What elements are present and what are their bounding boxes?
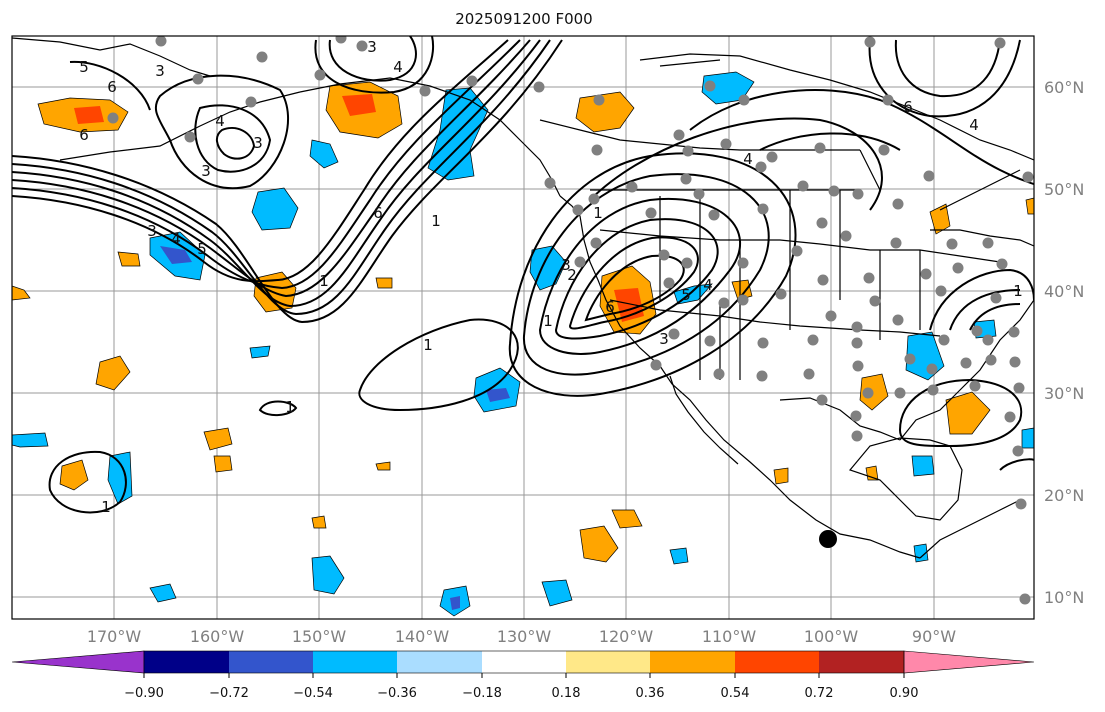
contour-label: 5	[681, 286, 691, 304]
contour-label: 3	[147, 222, 157, 240]
colorbar-segment	[735, 651, 819, 673]
map-frame	[11, 35, 1035, 620]
colorbar-segment	[144, 651, 229, 673]
colorbar-extend-low	[11, 650, 145, 674]
lon-label: 120°W	[599, 627, 654, 646]
colorbar-tick-label: 0.90	[890, 686, 919, 701]
colorbar-tick-label: 0.18	[552, 686, 581, 701]
contour-label: 3	[253, 134, 263, 152]
contour-label: 6	[79, 126, 89, 144]
contour-label: 4	[969, 116, 979, 134]
station-markers	[107, 36, 1034, 605]
longitude-labels: 170°W 160°W 150°W 140°W 130°W 120°W 110°…	[87, 627, 956, 646]
colorbar-tick-label: 0.36	[636, 686, 665, 701]
colorbar-segment	[482, 651, 566, 673]
colorbar-tick-label: 0.72	[805, 686, 834, 701]
contour-label: 3	[201, 162, 211, 180]
lat-label: 60°N	[1044, 78, 1084, 97]
contour-label: 2	[567, 266, 577, 284]
latitude-labels: 60°N 50°N 40°N 30°N 20°N 10°N	[1044, 78, 1084, 607]
contour-label: 1	[101, 498, 111, 516]
contour-label: 3	[155, 62, 165, 80]
lat-label: 30°N	[1044, 384, 1084, 403]
contour-labels: 5 6 6 3 4 3 4 3 3 6 1 5 4 3 1 1 1 1 1 6 …	[79, 38, 1023, 516]
contour-label: 6	[373, 204, 383, 222]
contour-label: 1	[285, 398, 295, 416]
colorbar-tick-label: −0.54	[293, 686, 333, 701]
contour-label: 1	[423, 336, 433, 354]
colorbar-extend-high	[903, 650, 1035, 674]
contour-label: 1	[593, 204, 603, 222]
lat-label: 40°N	[1044, 282, 1084, 301]
colorbar-tick-label: −0.36	[377, 686, 417, 701]
contour-label: 4	[215, 112, 225, 130]
contour-label: 1	[319, 272, 329, 290]
lon-label: 130°W	[497, 627, 552, 646]
lat-label: 10°N	[1044, 588, 1084, 607]
black-marker	[819, 530, 837, 548]
contour-label: 3	[561, 256, 571, 274]
contour-label: 1	[543, 312, 553, 330]
colorbar-segment	[313, 651, 397, 673]
lon-label: 100°W	[804, 627, 859, 646]
colorbar-tick-label: −0.18	[462, 686, 502, 701]
lon-label: 170°W	[87, 627, 142, 646]
contour-label: 3	[659, 330, 669, 348]
contour-label: 4	[743, 150, 753, 168]
lat-label: 50°N	[1044, 180, 1084, 199]
lon-label: 150°W	[292, 627, 347, 646]
colorbar-segment	[566, 651, 650, 673]
map-title: 2025091200 F000	[455, 10, 593, 28]
contour-label: 6	[903, 98, 913, 116]
negative-anomaly-regions	[12, 71, 1034, 617]
lon-label: 160°W	[190, 627, 245, 646]
positive-anomaly-regions	[12, 81, 1034, 563]
colorbar-segment	[650, 651, 735, 673]
contour-label: 4	[703, 276, 713, 294]
colorbar-tick-label: −0.90	[124, 686, 164, 701]
map-panel	[12, 36, 1034, 619]
colorbar: −0.90 −0.72 −0.54 −0.36 −0.18 0.18 0.36 …	[11, 650, 1035, 701]
colorbar-tick-label: −0.72	[209, 686, 249, 701]
contour-label: 4	[393, 58, 403, 76]
contour-label: 3	[367, 38, 377, 56]
colorbar-segment	[229, 651, 313, 673]
lon-label: 90°W	[912, 627, 956, 646]
contour-label: 6	[107, 78, 117, 96]
contour-label: 4	[171, 230, 181, 248]
contour-label: 1	[431, 212, 441, 230]
lon-label: 110°W	[702, 627, 757, 646]
colorbar-segment	[819, 651, 904, 673]
contour-label: 5	[197, 240, 207, 258]
contour-label: 1	[1013, 282, 1023, 300]
contour-label: 6	[605, 298, 615, 316]
colorbar-segment	[397, 651, 482, 673]
contour-label: 5	[79, 58, 89, 76]
colorbar-tick-label: 0.54	[721, 686, 750, 701]
lon-label: 140°W	[395, 627, 450, 646]
coastlines	[12, 37, 1034, 559]
height-contours	[12, 36, 1034, 514]
lat-label: 20°N	[1044, 486, 1084, 505]
